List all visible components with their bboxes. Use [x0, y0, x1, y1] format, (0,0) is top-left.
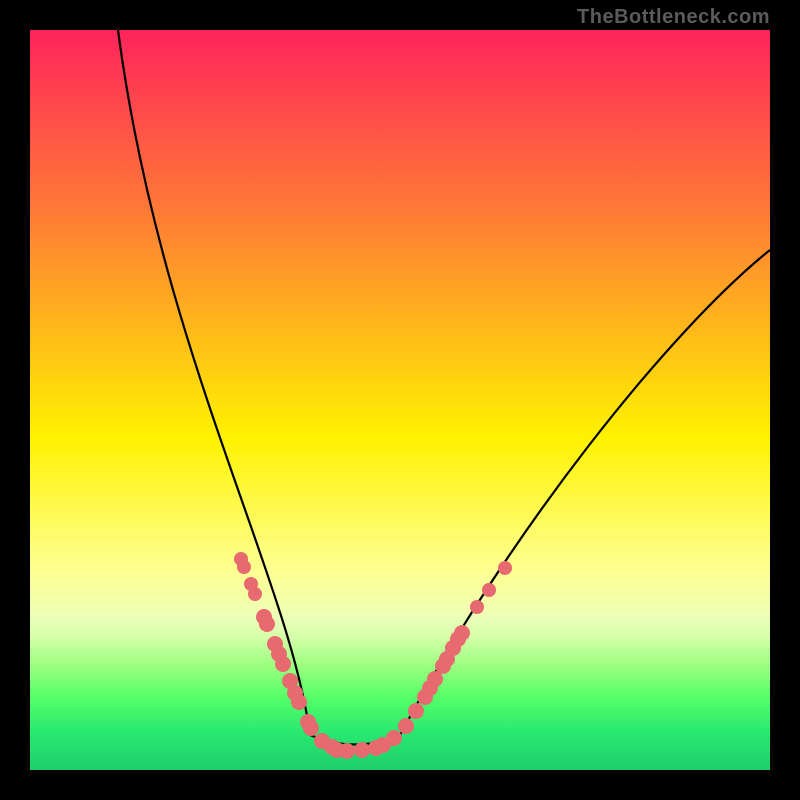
- data-dot: [237, 560, 251, 574]
- watermark-text: TheBottleneck.com: [577, 6, 770, 29]
- data-dot: [259, 616, 275, 632]
- data-dot: [303, 720, 319, 736]
- data-dot: [354, 742, 370, 758]
- data-dot: [470, 600, 484, 614]
- data-dot: [454, 625, 470, 641]
- data-dot: [482, 583, 496, 597]
- data-dot: [408, 703, 424, 719]
- data-dot: [398, 718, 414, 734]
- data-dot: [248, 587, 262, 601]
- data-dot: [498, 561, 512, 575]
- data-dot: [339, 743, 355, 759]
- chart-area: [30, 30, 770, 770]
- valley-chart-svg: [30, 30, 770, 770]
- data-dot: [275, 656, 291, 672]
- gradient-background: [30, 30, 770, 770]
- data-dot: [386, 730, 402, 746]
- data-dot: [291, 694, 307, 710]
